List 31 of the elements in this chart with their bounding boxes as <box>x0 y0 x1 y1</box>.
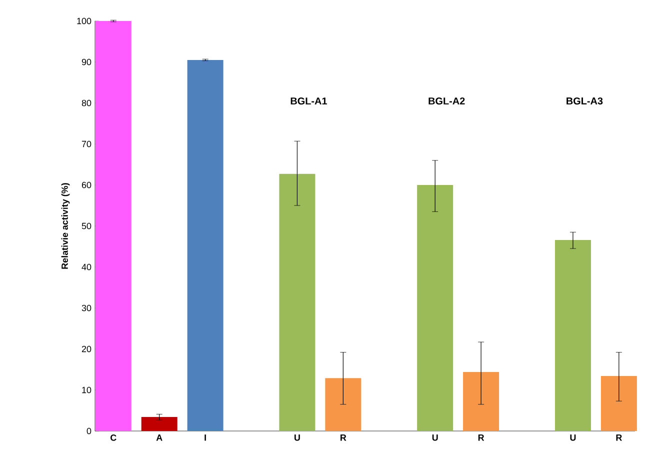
y-tick-label: 50 <box>82 222 92 230</box>
x-tick-label: R <box>616 434 622 441</box>
x-tick-label: U <box>432 434 438 441</box>
bar <box>141 417 178 431</box>
bar <box>187 60 224 431</box>
x-tick-label: R <box>478 434 484 441</box>
x-tick-label: I <box>204 434 206 441</box>
y-tick-label: 0 <box>86 428 92 434</box>
y-tick-label: 40 <box>82 264 92 270</box>
bar <box>325 378 362 431</box>
y-tick-label: 30 <box>82 304 92 312</box>
y-tick-label: 10 <box>82 386 92 394</box>
annotation: BGL-A1 <box>290 97 327 105</box>
y-tick-label: 70 <box>82 140 92 148</box>
annotation: BGL-A2 <box>428 97 465 105</box>
y-axis-title: Relativie activity (%) <box>61 183 70 269</box>
x-tick-label: A <box>156 434 162 441</box>
y-tick-label: 100 <box>77 18 92 24</box>
bar <box>554 240 591 431</box>
x-tick-label: U <box>294 434 300 441</box>
x-tick-label: C <box>110 434 116 441</box>
x-tick-label: U <box>570 434 576 441</box>
y-tick-label: 60 <box>82 182 92 188</box>
bar <box>600 376 637 431</box>
annotation: BGL-A3 <box>566 97 603 105</box>
x-tick-label: R <box>340 434 346 441</box>
y-tick-label: 20 <box>82 346 92 352</box>
y-tick-label: 80 <box>82 100 92 106</box>
bar <box>279 174 316 431</box>
y-tick-label: 90 <box>82 58 92 66</box>
bar <box>417 184 454 431</box>
